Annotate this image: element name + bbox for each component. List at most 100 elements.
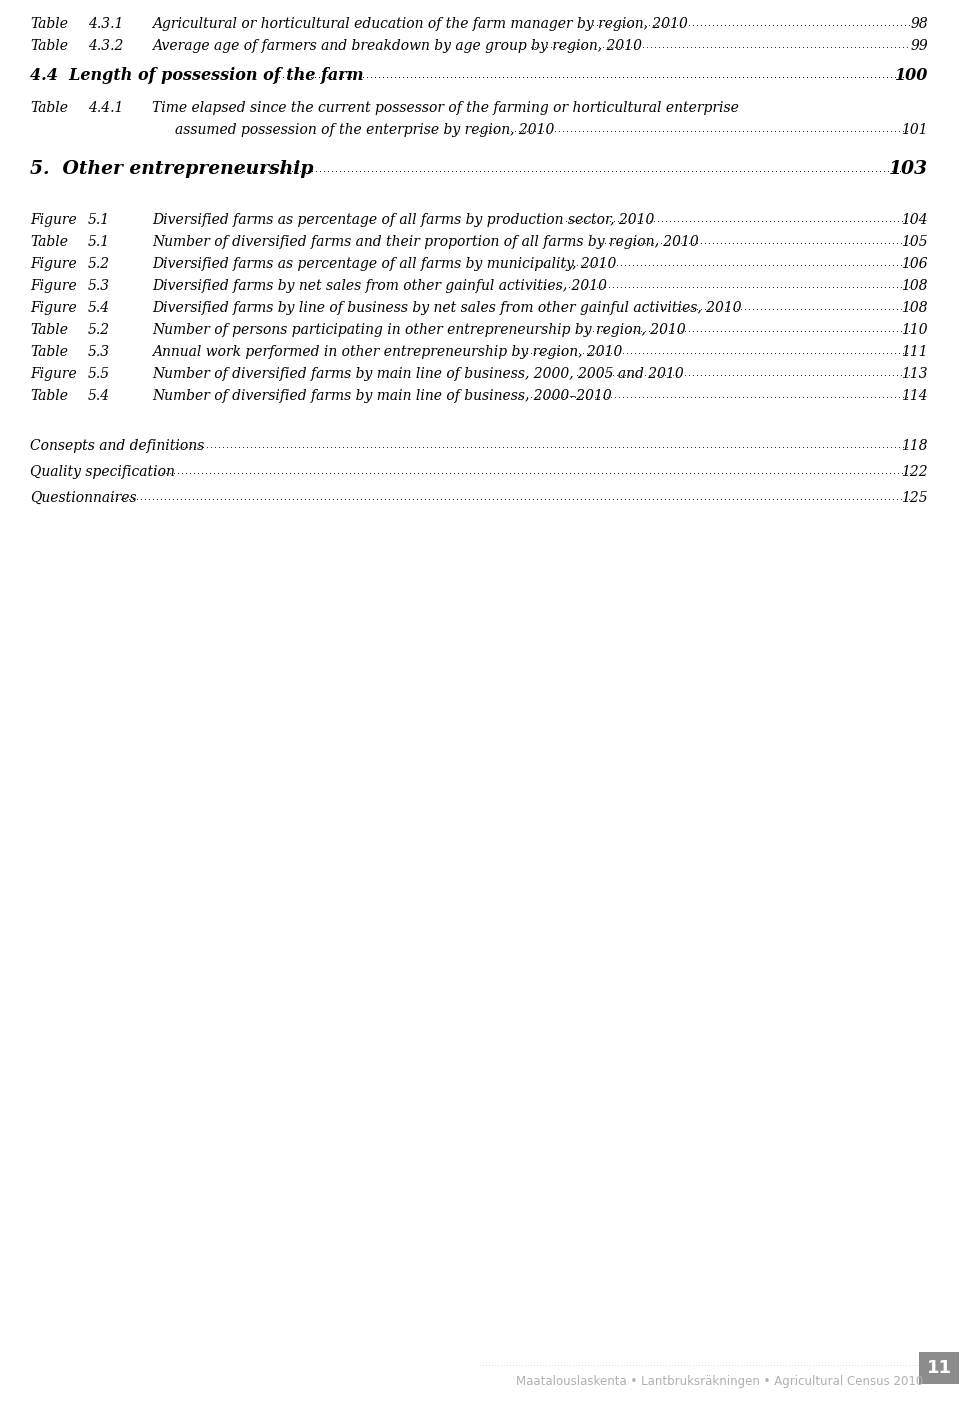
Point <box>830 209 846 232</box>
Point <box>874 253 889 276</box>
Point <box>238 462 253 485</box>
Point <box>213 488 228 510</box>
Point <box>536 1353 551 1376</box>
Point <box>638 462 654 485</box>
Point <box>711 35 727 58</box>
Point <box>879 65 895 88</box>
Point <box>660 342 675 365</box>
Point <box>612 160 627 182</box>
Text: 5.  Other entrepreneurship: 5. Other entrepreneurship <box>30 160 314 178</box>
Point <box>728 160 743 182</box>
Point <box>804 160 819 182</box>
Point <box>626 209 641 232</box>
Point <box>746 320 761 342</box>
Point <box>870 14 885 37</box>
Point <box>833 298 849 321</box>
Point <box>447 65 463 88</box>
Point <box>801 276 816 298</box>
Point <box>679 65 694 88</box>
Point <box>622 209 637 232</box>
Point <box>785 363 801 386</box>
Point <box>656 342 671 365</box>
Point <box>785 253 801 276</box>
Point <box>809 298 825 321</box>
Text: Diversified farms as percentage of all farms by production sector, 2010: Diversified farms as percentage of all f… <box>152 214 655 228</box>
Point <box>890 320 905 342</box>
Point <box>842 462 857 485</box>
Point <box>446 462 462 485</box>
Point <box>799 120 814 143</box>
Point <box>709 1353 725 1376</box>
Point <box>820 1353 835 1376</box>
Point <box>512 160 527 182</box>
Point <box>610 320 625 342</box>
Point <box>756 342 771 365</box>
Point <box>841 276 856 298</box>
Point <box>768 386 783 409</box>
Point <box>659 462 674 485</box>
Point <box>761 488 777 510</box>
Point <box>853 488 869 510</box>
Point <box>455 436 470 458</box>
Point <box>649 298 664 321</box>
Point <box>431 436 446 458</box>
Point <box>214 462 229 485</box>
Point <box>659 209 674 232</box>
Point <box>470 462 486 485</box>
Text: Table: Table <box>30 322 68 337</box>
Point <box>584 436 599 458</box>
Point <box>552 160 567 182</box>
Point <box>685 253 701 276</box>
Point <box>807 342 823 365</box>
Point <box>566 209 582 232</box>
Point <box>831 120 847 143</box>
Point <box>676 1353 691 1376</box>
Point <box>750 320 765 342</box>
Point <box>720 342 735 365</box>
Point <box>360 160 375 182</box>
Point <box>595 65 611 88</box>
Point <box>671 120 686 143</box>
Point <box>792 160 807 182</box>
Point <box>540 160 555 182</box>
Point <box>887 65 902 88</box>
Point <box>673 14 688 37</box>
Point <box>646 209 661 232</box>
Point <box>779 120 794 143</box>
Point <box>187 436 203 458</box>
Point <box>675 65 690 88</box>
Point <box>687 35 703 58</box>
Point <box>717 253 732 276</box>
Point <box>343 65 358 88</box>
Point <box>713 488 729 510</box>
Point <box>438 462 453 485</box>
Point <box>355 65 371 88</box>
Point <box>667 35 683 58</box>
Point <box>567 120 583 143</box>
Point <box>593 488 609 510</box>
Point <box>649 1353 664 1376</box>
Point <box>649 14 664 37</box>
Point <box>728 1353 743 1376</box>
Point <box>631 120 646 143</box>
Point <box>611 462 626 485</box>
Point <box>179 462 194 485</box>
Point <box>600 342 615 365</box>
Text: Table: Table <box>30 345 68 359</box>
Text: 5.2: 5.2 <box>88 322 110 337</box>
Point <box>472 160 488 182</box>
Point <box>572 386 588 409</box>
Point <box>294 462 309 485</box>
Point <box>669 276 684 298</box>
Point <box>252 160 267 182</box>
Point <box>476 160 492 182</box>
Point <box>711 436 727 458</box>
Point <box>517 488 533 510</box>
Point <box>270 488 285 510</box>
Point <box>849 298 864 321</box>
Point <box>234 462 250 485</box>
Point <box>882 462 898 485</box>
Point <box>838 363 853 386</box>
Point <box>401 488 417 510</box>
Point <box>866 209 881 232</box>
